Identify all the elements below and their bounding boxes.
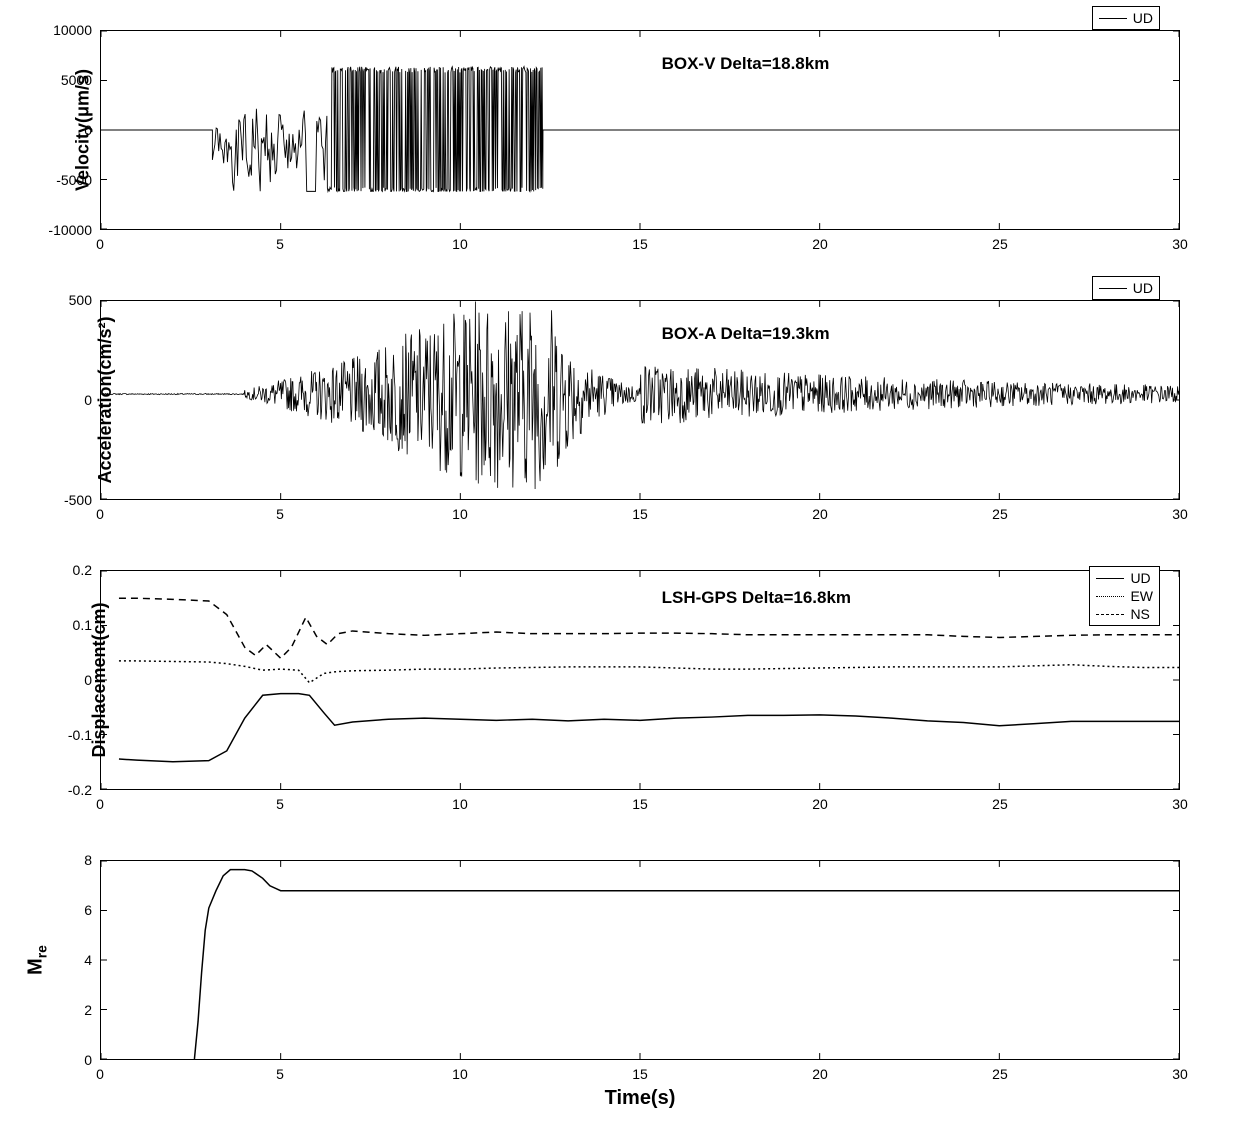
legend-swatch [1096, 614, 1124, 615]
legend-swatch [1099, 18, 1127, 19]
legend-velocity: UD [1092, 6, 1160, 30]
ytick: 0 [84, 672, 92, 688]
xtick: 25 [992, 506, 1008, 522]
ylabel-acceleration: Acceleration(cm/s²) [95, 316, 116, 483]
xtick: 5 [276, 1066, 284, 1082]
legend-swatch [1096, 578, 1124, 579]
ytick: 4 [84, 952, 92, 968]
ytick: 0.2 [73, 562, 92, 578]
xtick: 15 [632, 506, 648, 522]
plot-area-displacement [100, 570, 1180, 790]
xtick: 20 [812, 506, 828, 522]
legend-displacement: UD EW NS [1089, 566, 1160, 626]
ytick: 5000 [61, 72, 92, 88]
xlabel: Time(s) [605, 1087, 676, 1110]
legend-swatch [1096, 596, 1124, 597]
legend-item: UD [1099, 9, 1153, 27]
legend-item: UD [1099, 279, 1153, 297]
panel-velocity: Velocity(μm/s) BOX-V Delta=18.8km UD 100… [100, 30, 1180, 230]
xtick: 5 [276, 236, 284, 252]
ytick: 0 [84, 392, 92, 408]
panel-displacement: Displacement(cm) LSH-GPS Delta=16.8km UD… [100, 570, 1180, 790]
xtick: 30 [1172, 236, 1188, 252]
panel-mre: Mre 8 6 4 2 0 0 5 10 15 20 25 30 Time(s) [100, 860, 1180, 1060]
trace-displacement [101, 571, 1179, 789]
ytick: 0 [84, 122, 92, 138]
ytick: 8 [84, 852, 92, 868]
legend-item: EW [1096, 587, 1153, 605]
xtick: 15 [632, 1066, 648, 1082]
xtick: 10 [452, 236, 468, 252]
legend-swatch [1099, 288, 1127, 289]
legend-label: EW [1130, 588, 1153, 604]
legend-item: NS [1096, 605, 1153, 623]
ytick: 0 [84, 1052, 92, 1068]
xtick: 10 [452, 796, 468, 812]
legend-label: UD [1133, 280, 1153, 296]
xtick: 25 [992, 1066, 1008, 1082]
xtick: 25 [992, 796, 1008, 812]
plot-area-mre [100, 860, 1180, 1060]
ytick: -10000 [48, 222, 92, 238]
legend-item: UD [1096, 569, 1153, 587]
ytick: -0.2 [68, 782, 92, 798]
xtick: 0 [96, 1066, 104, 1082]
xtick: 0 [96, 796, 104, 812]
xtick: 30 [1172, 1066, 1188, 1082]
plot-area-acceleration [100, 300, 1180, 500]
xtick: 15 [632, 796, 648, 812]
ytick: 6 [84, 902, 92, 918]
ytick: 500 [69, 292, 92, 308]
xtick: 20 [812, 1066, 828, 1082]
ytick: -0.1 [68, 727, 92, 743]
annotation-displacement: LSH-GPS Delta=16.8km [662, 588, 851, 608]
xtick: 10 [452, 1066, 468, 1082]
xtick: 25 [992, 236, 1008, 252]
ytick: -5000 [56, 172, 92, 188]
xtick: 5 [276, 796, 284, 812]
legend-acceleration: UD [1092, 276, 1160, 300]
trace-acceleration [101, 301, 1179, 499]
ytick: 0.1 [73, 617, 92, 633]
plot-area-velocity [100, 30, 1180, 230]
legend-label: NS [1130, 606, 1149, 622]
ytick: 2 [84, 1002, 92, 1018]
xtick: 15 [632, 236, 648, 252]
annotation-acceleration: BOX-A Delta=19.3km [662, 324, 830, 344]
xtick: 0 [96, 506, 104, 522]
trace-mre [101, 861, 1179, 1059]
xtick: 5 [276, 506, 284, 522]
ytick: -500 [64, 492, 92, 508]
legend-label: UD [1133, 10, 1153, 26]
ylabel-mre: Mre [24, 945, 49, 975]
xtick: 20 [812, 796, 828, 812]
seismic-figure: Velocity(μm/s) BOX-V Delta=18.8km UD 100… [10, 10, 1230, 1134]
xtick: 30 [1172, 506, 1188, 522]
legend-label: UD [1130, 570, 1150, 586]
xtick: 10 [452, 506, 468, 522]
annotation-velocity: BOX-V Delta=18.8km [662, 54, 830, 74]
ytick: 10000 [53, 22, 92, 38]
panel-acceleration: Acceleration(cm/s²) BOX-A Delta=19.3km U… [100, 300, 1180, 500]
xtick: 0 [96, 236, 104, 252]
xtick: 30 [1172, 796, 1188, 812]
trace-velocity [101, 31, 1179, 229]
xtick: 20 [812, 236, 828, 252]
